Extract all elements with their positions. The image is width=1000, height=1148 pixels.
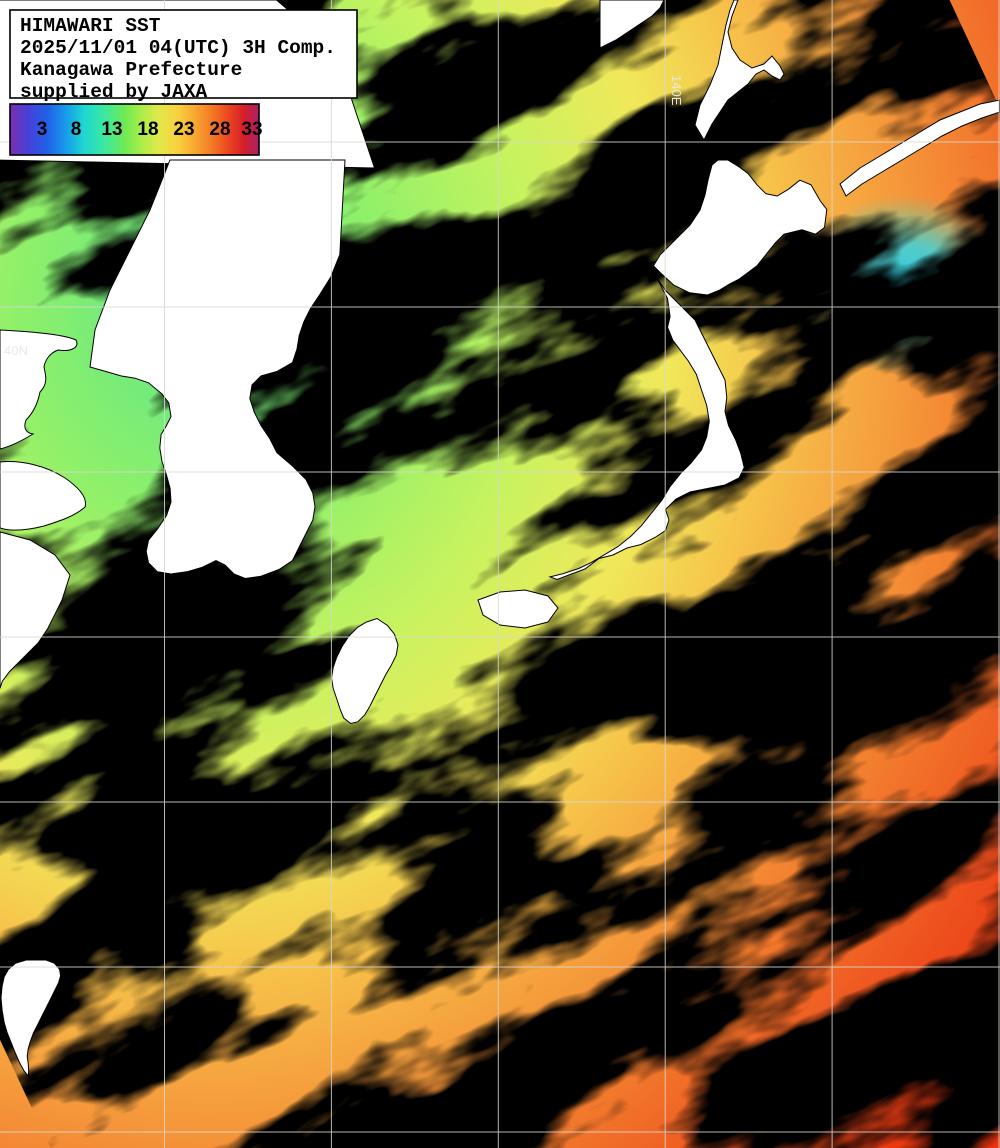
svg-text:140E: 140E	[669, 75, 684, 106]
svg-text:2025/11/01 04(UTC) 3H Comp.: 2025/11/01 04(UTC) 3H Comp.	[20, 37, 336, 59]
svg-text:18: 18	[137, 119, 158, 140]
svg-text:13: 13	[101, 119, 122, 140]
svg-text:28: 28	[209, 119, 230, 140]
svg-text:40N: 40N	[4, 343, 28, 358]
svg-text:33: 33	[241, 119, 262, 140]
svg-text:23: 23	[173, 119, 194, 140]
svg-text:HIMAWARI SST: HIMAWARI SST	[20, 15, 161, 37]
svg-text:supplied by JAXA: supplied by JAXA	[20, 81, 208, 103]
svg-text:3: 3	[37, 119, 48, 140]
svg-text:8: 8	[71, 119, 82, 140]
svg-text:Kanagawa Prefecture: Kanagawa Prefecture	[20, 59, 242, 81]
